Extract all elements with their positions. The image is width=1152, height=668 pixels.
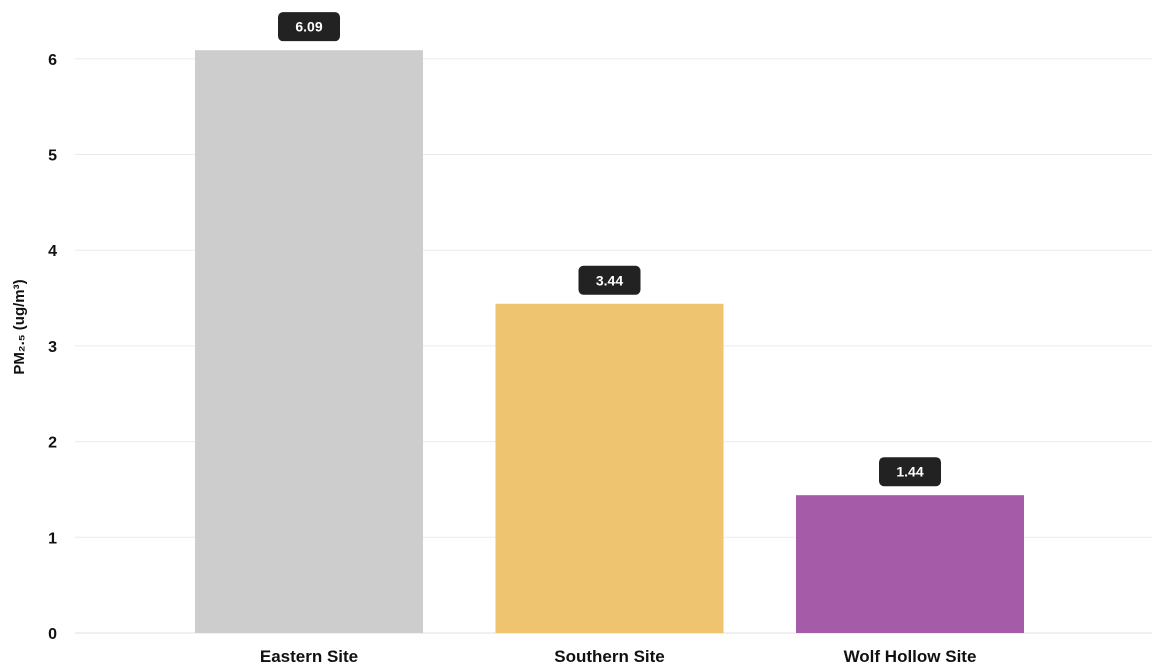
bar-3	[796, 495, 1024, 633]
value-label-bg	[578, 265, 641, 295]
value-label-text: 3.44	[596, 272, 623, 288]
value-label-bg	[879, 457, 941, 487]
y-tick-label-0: 0	[48, 626, 57, 643]
y-axis-title: PM₂.₅ (ug/m³)	[11, 279, 28, 374]
bar-1	[195, 50, 423, 633]
y-tick-label-2: 2	[48, 435, 57, 452]
x-category-label-1: Eastern Site	[260, 647, 358, 666]
value-label-3: 1.44	[879, 457, 941, 487]
y-tick-label-1: 1	[48, 530, 57, 547]
x-category-label-2: Southern Site	[554, 647, 665, 666]
y-tick-label-3: 3	[48, 339, 57, 356]
bars	[195, 50, 1024, 633]
x-axis-categories: Eastern Site Southern Site Wolf Hollow Sit…	[260, 647, 977, 666]
y-tick-label-5: 5	[48, 148, 57, 165]
value-label-bg	[278, 12, 340, 42]
y-tick-label-6: 6	[48, 52, 57, 69]
value-label-2: 3.44	[578, 265, 641, 295]
x-category-label-3: Wolf Hollow Site	[844, 647, 977, 666]
y-tick-label-4: 4	[48, 243, 57, 260]
y-axis-ticks: 0 1 2 3 4 5 6	[48, 52, 57, 643]
value-label-text: 6.09	[295, 19, 322, 35]
value-label-1: 6.09	[278, 12, 340, 42]
value-labels: 6.09 3.44 1.44	[278, 12, 941, 487]
value-label-text: 1.44	[896, 464, 923, 480]
bar-2	[495, 303, 724, 633]
